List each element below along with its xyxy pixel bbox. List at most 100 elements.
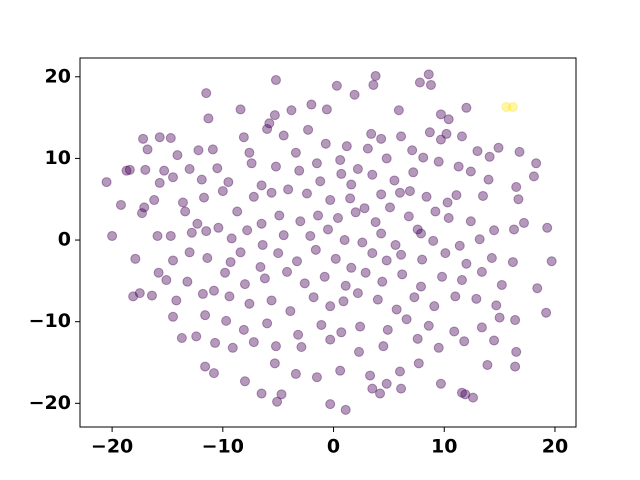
point (182, 276, 193, 287)
point (367, 383, 378, 394)
point (435, 378, 446, 389)
point (239, 279, 250, 290)
point (320, 138, 331, 149)
point (484, 151, 495, 162)
point (396, 249, 407, 260)
point (460, 389, 471, 400)
point (355, 321, 366, 332)
point (171, 295, 182, 306)
point (197, 288, 208, 299)
point (407, 145, 418, 156)
point (377, 276, 388, 287)
point (107, 230, 118, 241)
point (433, 342, 444, 353)
point (285, 306, 296, 317)
point (518, 217, 529, 228)
point (340, 280, 351, 291)
point (350, 207, 361, 218)
point (382, 324, 393, 335)
point (235, 104, 246, 115)
point (381, 153, 392, 164)
point (176, 333, 187, 344)
point (511, 181, 522, 192)
point (435, 109, 446, 120)
point (200, 310, 211, 321)
point (370, 217, 381, 228)
point (442, 197, 453, 208)
point (433, 156, 444, 167)
point (370, 70, 381, 81)
point (299, 278, 310, 289)
point (283, 184, 294, 195)
point (138, 133, 149, 144)
point (208, 285, 219, 296)
point (489, 225, 500, 236)
point (338, 296, 349, 307)
point (184, 247, 195, 258)
point (290, 368, 301, 379)
point (412, 224, 423, 235)
point (203, 113, 214, 124)
point (362, 143, 373, 154)
point (282, 266, 293, 277)
point (471, 293, 482, 304)
point (161, 275, 172, 286)
point (401, 314, 412, 325)
point (196, 174, 207, 185)
point (165, 133, 176, 144)
point (367, 169, 378, 180)
x-tick-label: 0 (327, 436, 340, 458)
point (101, 177, 112, 188)
point (509, 224, 519, 235)
point (478, 190, 488, 201)
point (149, 195, 160, 206)
point (232, 206, 243, 217)
point (269, 358, 280, 369)
point (378, 341, 389, 352)
point (365, 370, 376, 381)
point (408, 167, 419, 178)
point (193, 145, 204, 156)
point (450, 291, 461, 302)
point (220, 267, 231, 278)
point (168, 172, 178, 183)
point (154, 132, 165, 143)
point (242, 225, 253, 236)
point (468, 392, 479, 403)
point (416, 281, 426, 292)
point (303, 124, 314, 135)
point (278, 230, 289, 241)
point (325, 399, 336, 410)
point (514, 146, 525, 157)
point (308, 292, 319, 303)
point (294, 165, 305, 176)
point (248, 191, 259, 202)
point (335, 155, 346, 166)
point (217, 186, 228, 197)
point (376, 133, 387, 144)
point (286, 105, 297, 116)
point (201, 226, 212, 237)
point (496, 279, 507, 290)
point (413, 358, 424, 369)
y-tick-label: 20 (45, 65, 71, 87)
point (375, 388, 386, 399)
point (200, 361, 211, 372)
point (159, 165, 170, 176)
point (451, 190, 462, 201)
point (255, 261, 266, 272)
point (262, 124, 273, 135)
point (142, 144, 153, 155)
point (146, 290, 157, 301)
point (313, 210, 324, 221)
point (223, 177, 234, 188)
point (360, 267, 371, 278)
point (528, 171, 539, 182)
point (513, 194, 524, 205)
point (259, 273, 270, 284)
point (186, 227, 197, 238)
point (296, 341, 307, 352)
point (273, 248, 284, 259)
point (449, 326, 460, 337)
